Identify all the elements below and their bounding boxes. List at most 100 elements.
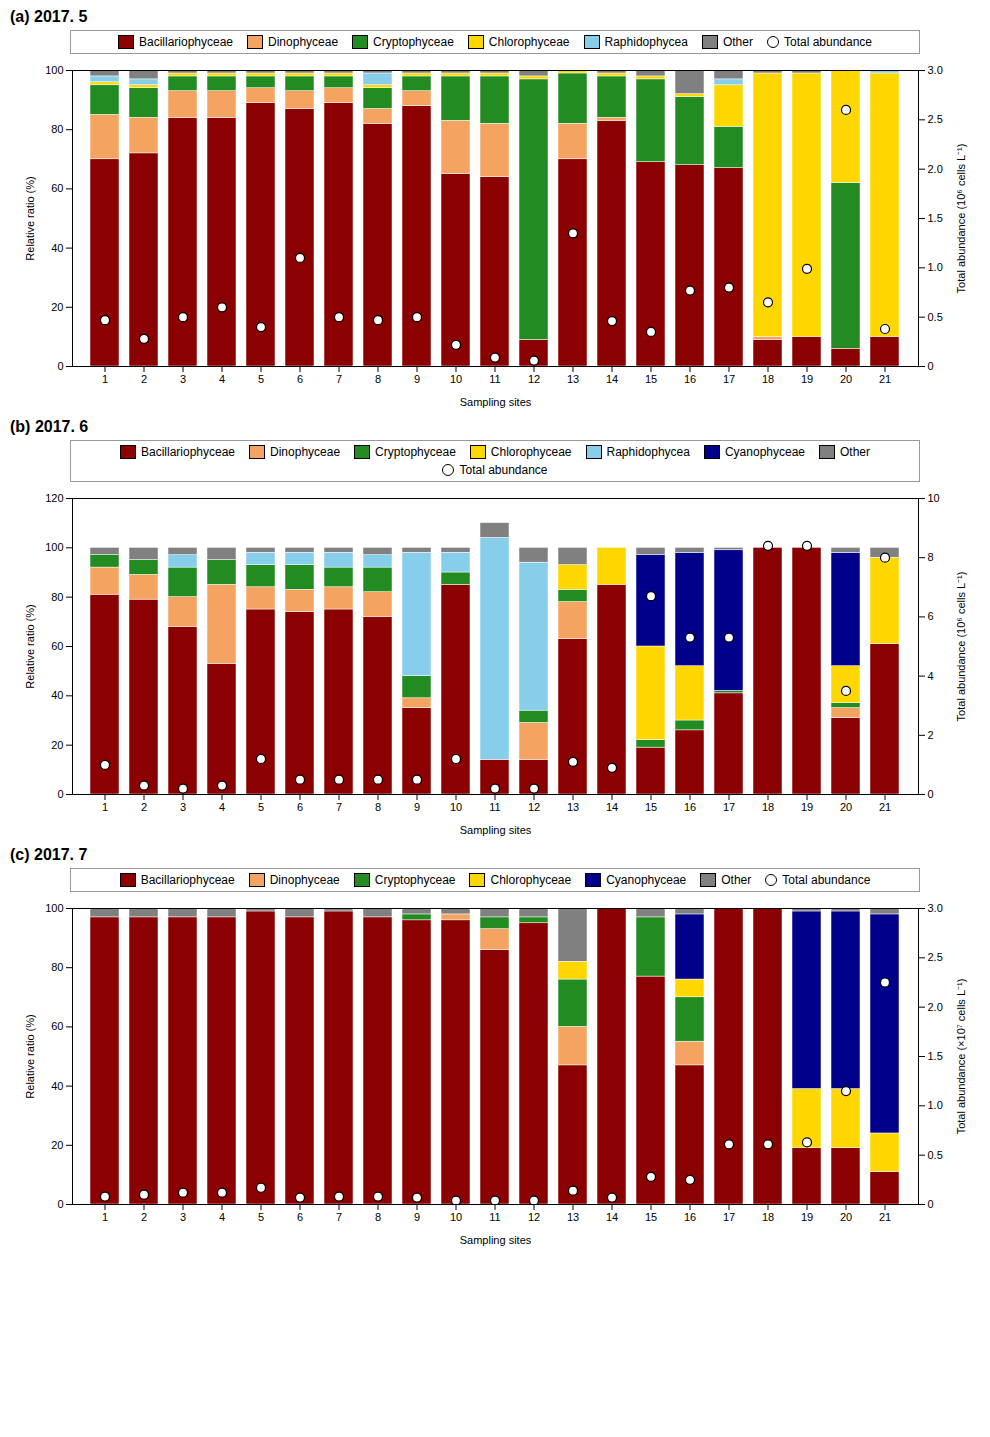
svg-text:8: 8 bbox=[375, 801, 381, 813]
svg-text:2: 2 bbox=[141, 373, 147, 385]
svg-text:12: 12 bbox=[528, 373, 540, 385]
svg-text:21: 21 bbox=[879, 801, 891, 813]
svg-text:16: 16 bbox=[684, 1211, 696, 1223]
svg-text:Relative ratio (%): Relative ratio (%) bbox=[24, 176, 36, 260]
svg-text:6: 6 bbox=[297, 373, 303, 385]
svg-text:10: 10 bbox=[450, 1211, 462, 1223]
svg-text:12: 12 bbox=[528, 801, 540, 813]
svg-text:60: 60 bbox=[51, 640, 63, 652]
svg-text:20: 20 bbox=[840, 373, 852, 385]
svg-text:14: 14 bbox=[606, 373, 618, 385]
svg-text:18: 18 bbox=[762, 801, 774, 813]
svg-text:100: 100 bbox=[45, 64, 63, 76]
svg-text:1.0: 1.0 bbox=[928, 1099, 943, 1111]
svg-text:5: 5 bbox=[258, 1211, 264, 1223]
svg-text:80: 80 bbox=[51, 123, 63, 135]
svg-text:21: 21 bbox=[879, 373, 891, 385]
svg-text:1.5: 1.5 bbox=[928, 212, 943, 224]
svg-text:5: 5 bbox=[258, 801, 264, 813]
svg-text:Sampling sites: Sampling sites bbox=[460, 396, 532, 408]
svg-text:16: 16 bbox=[684, 801, 696, 813]
svg-text:Relative ratio (%): Relative ratio (%) bbox=[24, 604, 36, 688]
svg-text:40: 40 bbox=[51, 1080, 63, 1092]
svg-text:0.5: 0.5 bbox=[928, 311, 943, 323]
svg-text:17: 17 bbox=[723, 1211, 735, 1223]
svg-text:12: 12 bbox=[528, 1211, 540, 1223]
svg-text:3: 3 bbox=[180, 373, 186, 385]
svg-text:60: 60 bbox=[51, 1020, 63, 1032]
svg-text:2: 2 bbox=[141, 801, 147, 813]
svg-text:6: 6 bbox=[928, 610, 934, 622]
svg-text:9: 9 bbox=[414, 373, 420, 385]
svg-text:3: 3 bbox=[180, 801, 186, 813]
svg-text:0.5: 0.5 bbox=[928, 1149, 943, 1161]
svg-text:2: 2 bbox=[928, 729, 934, 741]
svg-text:Sampling sites: Sampling sites bbox=[460, 824, 532, 836]
svg-text:4: 4 bbox=[219, 1211, 225, 1223]
svg-text:4: 4 bbox=[219, 801, 225, 813]
svg-text:2.5: 2.5 bbox=[928, 951, 943, 963]
svg-text:10: 10 bbox=[928, 492, 940, 504]
svg-text:14: 14 bbox=[606, 1211, 618, 1223]
svg-text:8: 8 bbox=[928, 551, 934, 563]
svg-text:8: 8 bbox=[375, 373, 381, 385]
svg-text:40: 40 bbox=[51, 242, 63, 254]
svg-text:0: 0 bbox=[928, 788, 934, 800]
svg-text:21: 21 bbox=[879, 1211, 891, 1223]
svg-text:11: 11 bbox=[489, 373, 500, 385]
svg-text:2.0: 2.0 bbox=[928, 1001, 943, 1013]
svg-text:120: 120 bbox=[45, 492, 63, 504]
svg-text:7: 7 bbox=[336, 1211, 342, 1223]
svg-text:20: 20 bbox=[51, 739, 63, 751]
svg-text:4: 4 bbox=[928, 670, 934, 682]
svg-text:3.0: 3.0 bbox=[928, 64, 943, 76]
svg-text:14: 14 bbox=[606, 801, 618, 813]
svg-text:3: 3 bbox=[180, 1211, 186, 1223]
svg-text:15: 15 bbox=[645, 1211, 657, 1223]
svg-text:19: 19 bbox=[801, 801, 813, 813]
svg-text:2.5: 2.5 bbox=[928, 113, 943, 125]
svg-text:Total abundance (10⁶ cells L⁻¹: Total abundance (10⁶ cells L⁻¹) bbox=[955, 572, 967, 722]
svg-text:0: 0 bbox=[57, 788, 63, 800]
svg-text:2: 2 bbox=[141, 1211, 147, 1223]
svg-text:10: 10 bbox=[450, 801, 462, 813]
svg-text:Total abundance (10⁶ cells L⁻¹: Total abundance (10⁶ cells L⁻¹) bbox=[955, 144, 967, 294]
svg-text:16: 16 bbox=[684, 373, 696, 385]
svg-text:0: 0 bbox=[57, 1198, 63, 1210]
svg-text:9: 9 bbox=[414, 1211, 420, 1223]
svg-text:6: 6 bbox=[297, 1211, 303, 1223]
svg-text:11: 11 bbox=[489, 801, 500, 813]
svg-text:Total abundance (×10⁷ cells L⁻: Total abundance (×10⁷ cells L⁻¹) bbox=[955, 979, 967, 1135]
svg-text:8: 8 bbox=[375, 1211, 381, 1223]
svg-text:7: 7 bbox=[336, 801, 342, 813]
svg-text:10: 10 bbox=[450, 373, 462, 385]
svg-text:18: 18 bbox=[762, 373, 774, 385]
svg-text:1: 1 bbox=[102, 801, 108, 813]
svg-text:15: 15 bbox=[645, 801, 657, 813]
svg-text:20: 20 bbox=[840, 801, 852, 813]
svg-text:5: 5 bbox=[258, 373, 264, 385]
svg-text:100: 100 bbox=[45, 541, 63, 553]
svg-text:9: 9 bbox=[414, 801, 420, 813]
svg-text:1: 1 bbox=[102, 1211, 108, 1223]
svg-text:Relative ratio (%): Relative ratio (%) bbox=[24, 1014, 36, 1098]
svg-text:13: 13 bbox=[567, 1211, 579, 1223]
svg-text:Sampling sites: Sampling sites bbox=[460, 1234, 532, 1246]
svg-text:80: 80 bbox=[51, 961, 63, 973]
svg-text:6: 6 bbox=[297, 801, 303, 813]
svg-text:11: 11 bbox=[489, 1211, 500, 1223]
svg-text:60: 60 bbox=[51, 182, 63, 194]
svg-text:19: 19 bbox=[801, 373, 813, 385]
svg-text:13: 13 bbox=[567, 801, 579, 813]
svg-text:17: 17 bbox=[723, 373, 735, 385]
svg-text:13: 13 bbox=[567, 373, 579, 385]
svg-text:17: 17 bbox=[723, 801, 735, 813]
svg-text:7: 7 bbox=[336, 373, 342, 385]
svg-text:15: 15 bbox=[645, 373, 657, 385]
svg-text:20: 20 bbox=[51, 1139, 63, 1151]
svg-text:0: 0 bbox=[57, 360, 63, 372]
svg-text:1.0: 1.0 bbox=[928, 261, 943, 273]
svg-text:0: 0 bbox=[928, 1198, 934, 1210]
svg-text:2.0: 2.0 bbox=[928, 163, 943, 175]
svg-text:4: 4 bbox=[219, 373, 225, 385]
